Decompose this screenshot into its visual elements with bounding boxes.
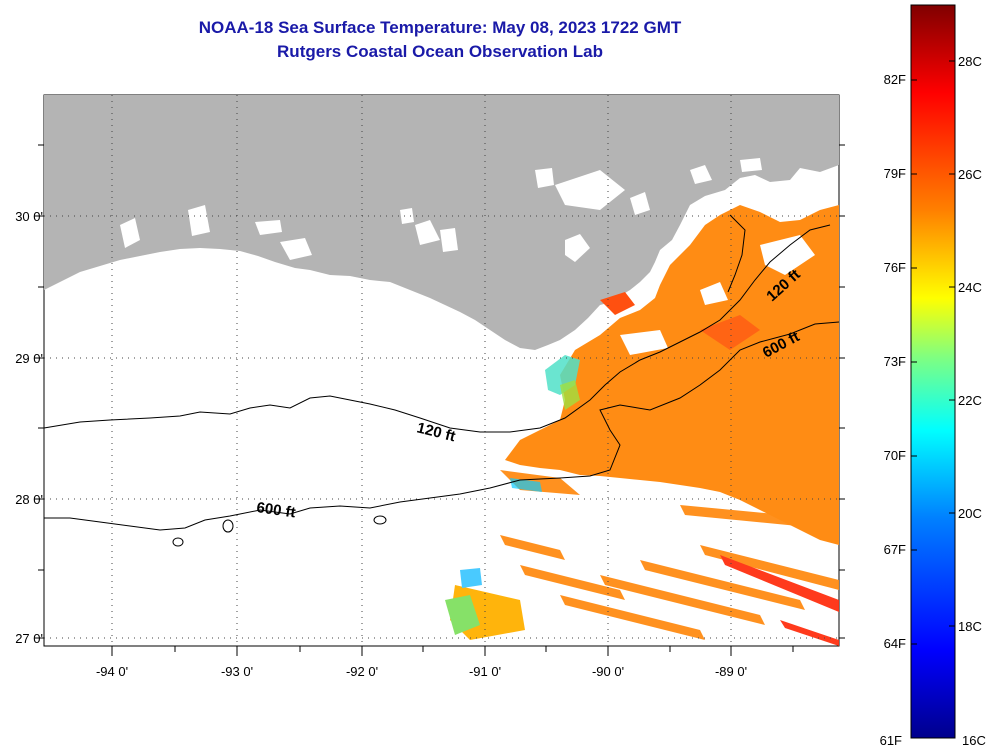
- land-mass: [44, 95, 839, 350]
- lakes: [120, 158, 762, 262]
- sst-cool-fringe: [560, 380, 580, 410]
- colorbar-ticks: [911, 60, 955, 645]
- lon-label: -91 0': [469, 664, 501, 679]
- isobath-contours: [43, 214, 840, 547]
- colorbar-f-label: 70F: [884, 448, 906, 463]
- longitude-labels: -94 0' -93 0' -92 0' -91 0' -90 0' -89 0…: [96, 664, 747, 679]
- colorbar-fahrenheit-labels: 82F 79F 76F 73F 70F 67F 64F 61F: [880, 72, 906, 748]
- colorbar-f-label: 64F: [884, 636, 906, 651]
- colorbar-c-label: 18C: [958, 619, 982, 634]
- colorbar-celsius-labels: 28C 26C 24C 22C 20C 18C 16C: [958, 54, 986, 748]
- colorbar-c-label: 20C: [958, 506, 982, 521]
- lon-label: -92 0': [346, 664, 378, 679]
- cloud-gap: [760, 235, 815, 275]
- lat-label: 30 0': [15, 209, 43, 224]
- map-subtitle: Rutgers Coastal Ocean Observation Lab: [277, 42, 603, 61]
- lat-label: 27 0': [15, 631, 43, 646]
- colorbar-c-label: 24C: [958, 280, 982, 295]
- lon-label: -93 0': [221, 664, 253, 679]
- map-title: NOAA-18 Sea Surface Temperature: May 08,…: [198, 18, 682, 37]
- contour-label-600ft-west: 600 ft: [255, 499, 296, 521]
- lon-label: -89 0': [715, 664, 747, 679]
- colorbar-f-label: 82F: [884, 72, 906, 87]
- colorbar-c-label: 28C: [958, 54, 982, 69]
- colorbar: [910, 4, 956, 739]
- lat-label: 28 0': [15, 492, 43, 507]
- latitude-labels: 30 0' 29 0' 28 0' 27 0': [15, 209, 43, 646]
- sst-hot-patch: [600, 292, 635, 315]
- sst-hot-patch: [700, 315, 760, 350]
- colorbar-f-label: 67F: [884, 542, 906, 557]
- colorbar-f-label: 79F: [884, 166, 906, 181]
- sst-swath-streaks: [445, 470, 839, 646]
- sst-warm-region: [505, 205, 839, 545]
- colorbar-f-label: 73F: [884, 354, 906, 369]
- lat-label: 29 0': [15, 351, 43, 366]
- cloud-gap: [700, 282, 728, 305]
- colorbar-c-label: 22C: [958, 393, 982, 408]
- map-gridlines: [44, 95, 839, 646]
- lon-label: -90 0': [592, 664, 624, 679]
- colorbar-c-label: 16C: [962, 733, 986, 748]
- colorbar-f-label: 61F: [880, 733, 902, 748]
- lon-label: -94 0': [96, 664, 128, 679]
- axis-ticks: [34, 144, 845, 656]
- colorbar-f-label: 76F: [884, 260, 906, 275]
- colorbar-c-label: 26C: [958, 167, 982, 182]
- cloud-gap: [620, 330, 668, 355]
